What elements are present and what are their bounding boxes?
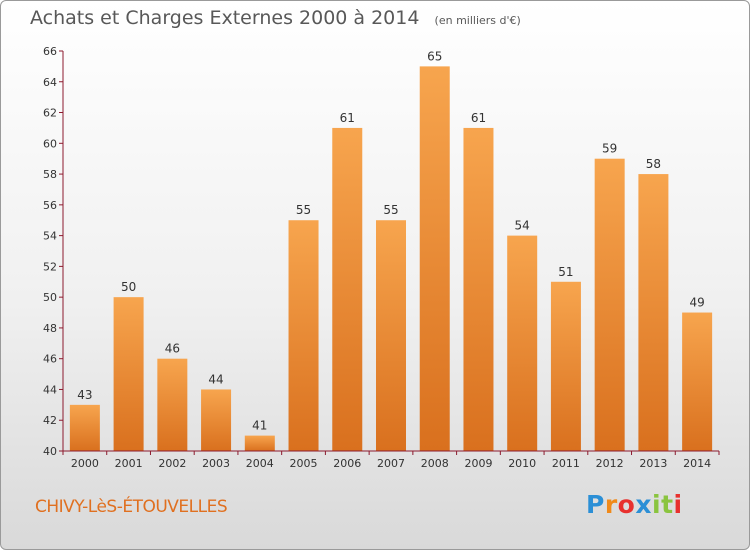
data-label: 65	[427, 49, 442, 63]
x-tick-label: 2006	[333, 457, 361, 470]
y-tick-label: 66	[43, 45, 57, 58]
y-tick-label: 56	[43, 199, 57, 212]
bar	[550, 281, 581, 451]
logo-letter: i	[652, 490, 662, 519]
bar	[332, 127, 363, 451]
y-tick-label: 64	[43, 76, 57, 89]
bar	[288, 220, 319, 451]
data-label: 61	[340, 111, 355, 125]
data-label: 49	[689, 296, 704, 310]
x-tick-label: 2010	[508, 457, 536, 470]
x-tick-label: 2007	[377, 457, 405, 470]
bar	[69, 404, 100, 451]
data-label: 41	[252, 419, 267, 433]
bar	[594, 158, 625, 451]
data-label: 43	[77, 388, 92, 402]
y-tick-label: 40	[43, 445, 57, 458]
logo-letter: i	[673, 490, 683, 519]
bar	[113, 297, 144, 451]
x-tick-label: 2008	[421, 457, 449, 470]
data-label: 54	[515, 219, 530, 233]
bar	[419, 66, 450, 451]
x-tick-label: 2013	[639, 457, 667, 470]
bar	[507, 235, 538, 451]
title-row: Achats et Charges Externes 2000 à 2014 (…	[30, 7, 521, 29]
bar	[463, 127, 494, 451]
x-tick-label: 2011	[552, 457, 580, 470]
data-label: 50	[121, 280, 136, 294]
logo-letter: t	[661, 490, 674, 519]
x-tick-label: 2009	[464, 457, 492, 470]
data-label: 44	[208, 372, 223, 386]
y-tick-label: 62	[43, 107, 57, 120]
bar	[157, 358, 188, 451]
data-label: 58	[646, 157, 661, 171]
y-tick-label: 42	[43, 414, 57, 427]
logo-letter: x	[635, 490, 652, 519]
y-tick-label: 44	[43, 383, 57, 396]
x-tick-label: 2005	[290, 457, 318, 470]
data-label: 55	[383, 203, 398, 217]
bar	[201, 389, 232, 451]
y-tick-label: 50	[43, 291, 57, 304]
chart-subtitle: (en milliers d'€)	[434, 14, 521, 27]
data-label: 51	[558, 265, 573, 279]
data-label: 61	[471, 111, 486, 125]
x-tick-label: 2002	[158, 457, 186, 470]
data-label: 59	[602, 142, 617, 156]
logo-letter: P	[586, 490, 605, 519]
chart-title: Achats et Charges Externes 2000 à 2014	[30, 7, 420, 29]
y-tick-label: 52	[43, 260, 57, 273]
bar	[376, 220, 406, 451]
y-tick-label: 48	[43, 322, 57, 335]
x-tick-label: 2003	[202, 457, 230, 470]
data-label: 55	[296, 203, 311, 217]
y-tick-label: 60	[43, 137, 57, 150]
commune-name: CHIVY-LèS-ÉTOUVELLES	[35, 497, 228, 517]
x-tick-label: 2004	[246, 457, 274, 470]
y-tick-label: 54	[43, 230, 57, 243]
y-tick-label: 58	[43, 168, 57, 181]
logo-letter: o	[617, 490, 636, 519]
x-tick-label: 2014	[683, 457, 711, 470]
y-tick-label: 46	[43, 353, 57, 366]
logo-letter: r	[604, 490, 618, 519]
data-label: 46	[165, 342, 180, 356]
bar	[244, 435, 275, 451]
x-tick-label: 2001	[115, 457, 143, 470]
x-tick-label: 2012	[596, 457, 624, 470]
bar	[682, 312, 713, 451]
proxiti-logo: Proxiti	[586, 490, 683, 519]
x-tick-label: 2000	[71, 457, 99, 470]
bar	[638, 174, 669, 452]
